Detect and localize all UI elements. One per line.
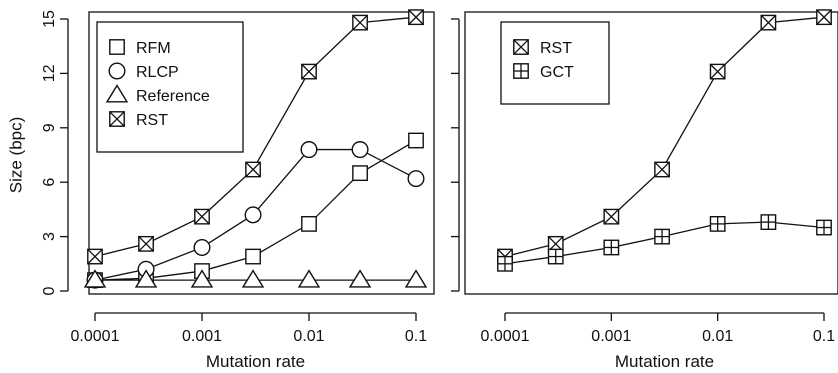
series-reference-point	[348, 269, 372, 288]
legend-reference-marker	[105, 84, 129, 103]
legend-rlcp-label: RLCP	[136, 64, 179, 81]
series-rst-point-diag2	[760, 14, 777, 31]
legend-rfm-label: RFM	[136, 40, 171, 57]
series-gct-point	[709, 216, 726, 232]
y-tick-label: 9	[41, 123, 58, 132]
series-rst-point	[87, 248, 103, 265]
series-reference-point	[134, 269, 158, 288]
x-tick-label: 0.0001	[481, 328, 530, 345]
series-rlcp-point	[407, 170, 425, 188]
x-tick-label: 0.0001	[71, 328, 120, 345]
legend-rst-label: RST	[136, 112, 168, 129]
series-rst-point	[408, 9, 424, 26]
series-rst-point-diag2	[87, 248, 103, 265]
series-rst-point-diag2	[710, 63, 726, 80]
series-gct-point	[547, 248, 564, 265]
series-rst-point	[245, 161, 261, 178]
legend-rst-marker	[513, 39, 529, 55]
series-rst-point-diag2	[194, 208, 210, 225]
series-rst-point	[352, 14, 368, 31]
series-reference-point	[83, 269, 107, 288]
series-rst-point-diag2	[603, 208, 619, 225]
series-rst-point	[301, 63, 317, 80]
series-rst-point	[603, 208, 620, 225]
x-tick-label: 0.001	[591, 328, 631, 345]
series-rfm-point	[408, 132, 424, 149]
legend: RST GCT	[500, 21, 610, 105]
series-rlcp-point	[300, 141, 318, 159]
series-rst-point-diag2	[301, 63, 317, 80]
panel-right: 0.0001 0.001 0.01 0.1 Mutation rate RST GCT	[451, 9, 838, 371]
legend-rst-label: RST	[540, 40, 572, 57]
series-rlcp-point	[193, 238, 211, 256]
series-rst-point	[816, 9, 832, 26]
plot-frame	[88, 11, 435, 295]
x-tick-label: 0.1	[813, 328, 835, 345]
series-rst-point-diag2	[245, 161, 261, 178]
series-rst-point-diag2	[408, 9, 424, 25]
panel-left: 0.0001 0.001 0.01 0.1 Mutation rate 0 3 6 9 12 15 S…	[6, 9, 435, 371]
series-gct-point	[603, 239, 620, 256]
x-axis-title: Mutation rate	[206, 352, 305, 371]
y-tick-label: 0	[41, 286, 58, 295]
series-rfm-point	[245, 248, 261, 265]
series-reference-point	[241, 269, 265, 288]
y-tick-label: 15	[41, 10, 58, 28]
y-tick-label: 6	[41, 178, 58, 187]
legend-box	[500, 21, 610, 105]
x-tick-label: 0.01	[702, 328, 733, 345]
series-rlcp-point	[244, 206, 262, 224]
legend-rst-marker-diag2	[513, 39, 529, 55]
series-rst-point-diag2	[138, 236, 154, 252]
series-rfm-point	[301, 216, 317, 232]
series-gct-point	[760, 214, 777, 230]
legend-gct-marker	[513, 63, 529, 79]
x-axis-title: Mutation rate	[615, 352, 714, 371]
series-gct-point	[497, 255, 513, 272]
series-gct	[497, 214, 832, 272]
series-reference-point	[190, 269, 214, 288]
series-gct-point	[816, 219, 832, 236]
y-tick-label: 3	[41, 232, 58, 241]
series-rst-point	[654, 161, 670, 178]
y-tick-label: 12	[41, 64, 58, 82]
series-reference-point	[404, 269, 428, 288]
legend: RFM RLCP Reference RST	[96, 21, 244, 153]
series-rst-point	[138, 235, 154, 252]
series-reference	[83, 269, 428, 288]
series-rst-point	[194, 208, 210, 225]
series-rst-point-diag2	[816, 9, 832, 25]
series-rst-point-diag2	[654, 161, 670, 178]
legend-rfm-marker	[109, 39, 125, 55]
legend-gct-label: GCT	[540, 64, 574, 81]
series-reference-point	[297, 269, 321, 288]
series-rlcp-point	[351, 141, 369, 159]
x-tick-label: 0.1	[405, 328, 427, 345]
x-tick-label: 0.01	[293, 328, 324, 345]
legend-rst-marker-diag2	[109, 111, 125, 127]
series-gct-point	[654, 228, 670, 245]
series-rst-point-diag2	[352, 14, 368, 31]
series-rst-point	[760, 14, 777, 31]
legend-reference-label: Reference	[136, 88, 210, 105]
legend-rlcp-marker	[108, 62, 126, 80]
series-rst-point	[709, 63, 726, 80]
y-axis-title: Size (bpc)	[6, 117, 25, 194]
plot-frame	[464, 11, 838, 295]
legend-rst-marker	[109, 111, 125, 127]
series-rst	[87, 9, 424, 265]
series-rfm-point	[352, 165, 368, 182]
x-tick-label: 0.001	[182, 328, 222, 345]
